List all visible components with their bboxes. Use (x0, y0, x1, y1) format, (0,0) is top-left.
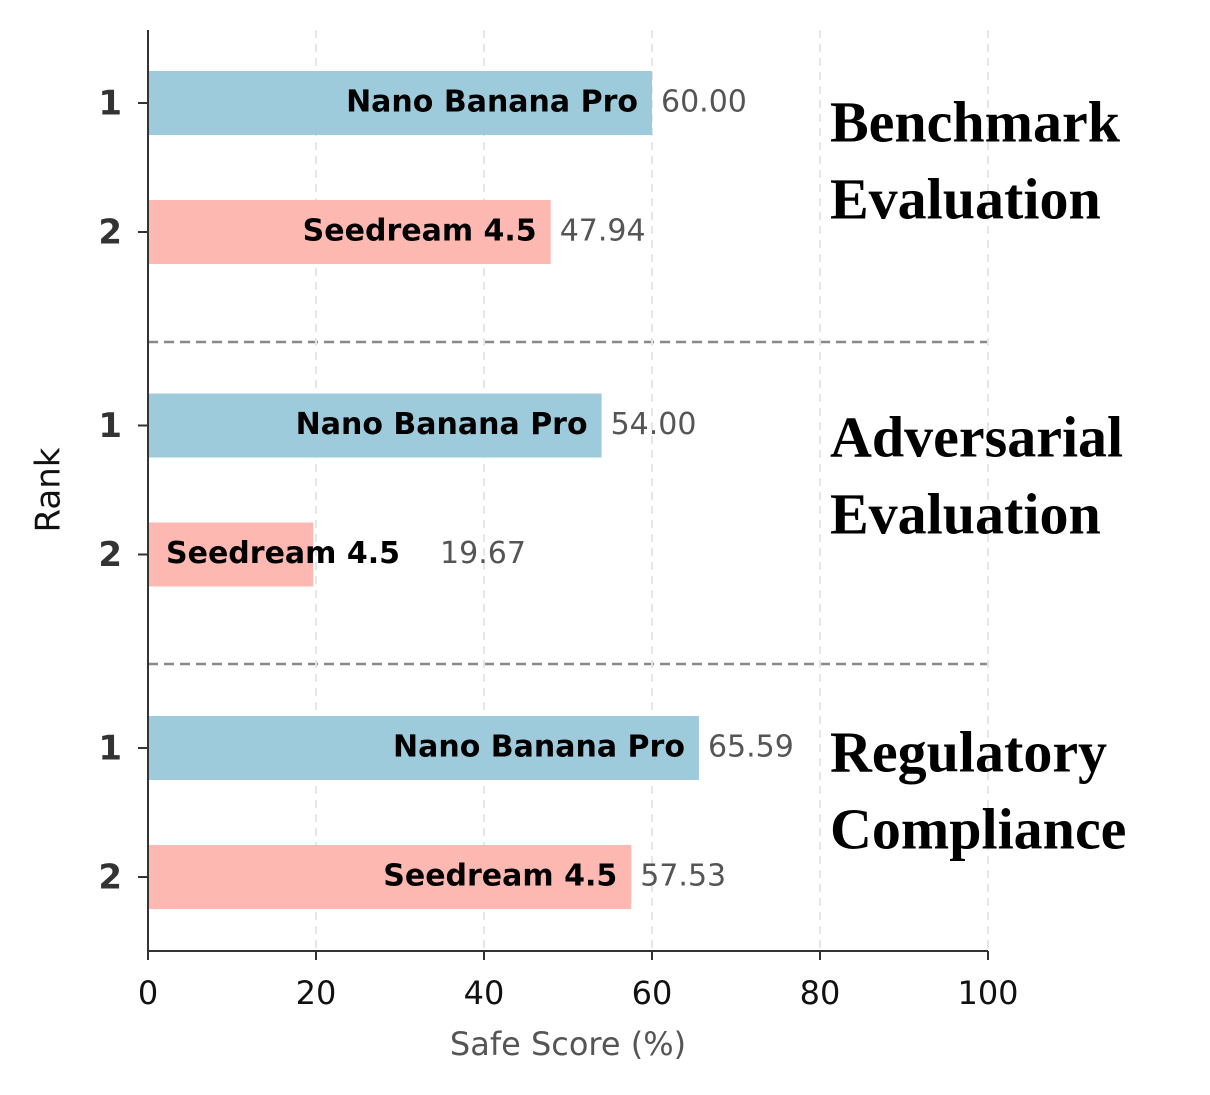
y-tick-label: 2 (98, 535, 122, 575)
bar (148, 393, 602, 458)
bar (148, 200, 551, 264)
y-tick-label: 2 (98, 213, 122, 253)
x-tick-label: 20 (296, 974, 337, 1012)
bar (148, 71, 652, 135)
group-title: Regulatory (830, 719, 1107, 784)
x-axis-label: Safe Score (%) (450, 1025, 686, 1063)
value-label: 19.67 (440, 536, 526, 571)
group-title: Evaluation (830, 481, 1101, 546)
x-tick-label: 40 (464, 974, 505, 1012)
group-title: Evaluation (830, 166, 1101, 231)
bar (148, 522, 314, 587)
x-tick-label: 100 (957, 974, 1018, 1012)
x-tick-label: 60 (632, 974, 673, 1012)
value-label: 60.00 (661, 85, 747, 120)
value-label: 57.53 (640, 859, 726, 894)
group-title: Adversarial (830, 404, 1123, 469)
y-tick-label: 1 (98, 729, 122, 769)
bar-name-label: Seedream 4.5 (166, 536, 400, 571)
y-tick-label: 1 (98, 84, 122, 124)
x-tick-label: 80 (800, 974, 841, 1012)
x-tick-label: 0 (138, 974, 158, 1012)
bar (148, 845, 632, 909)
bar-name-label: Seedream 4.5 (383, 859, 617, 894)
value-label: 47.94 (560, 214, 646, 249)
bar-name-label: Nano Banana Pro (346, 85, 638, 120)
group-title: Compliance (830, 796, 1126, 861)
value-label: 54.00 (611, 407, 697, 442)
y-tick-label: 1 (98, 406, 122, 446)
y-tick-label: 2 (98, 858, 122, 898)
value-label: 65.59 (708, 730, 794, 765)
bar-name-label: Nano Banana Pro (296, 407, 588, 442)
bar-name-label: Nano Banana Pro (393, 730, 685, 765)
bar (148, 716, 699, 780)
group-title: Benchmark (830, 89, 1121, 154)
bar-name-label: Seedream 4.5 (303, 214, 537, 249)
y-axis-label: Rank (29, 447, 69, 532)
